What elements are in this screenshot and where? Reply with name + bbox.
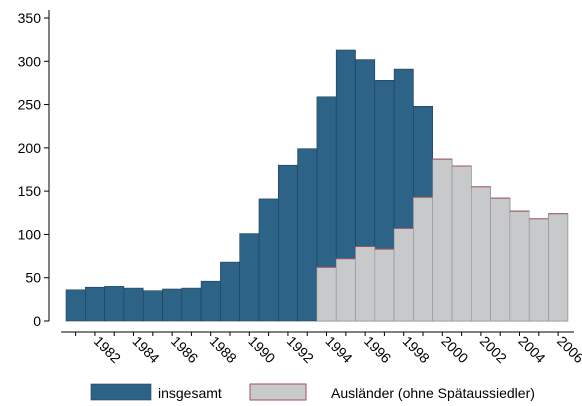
bar-auslaender [490, 197, 511, 322]
bar-insgesamt [162, 288, 183, 322]
y-tick-label: 350 [18, 10, 42, 26]
x-tick-label: 2004 [515, 333, 548, 366]
bar-insgesamt [200, 280, 221, 322]
bar-auslaender [374, 248, 395, 322]
x-tick-label: 1986 [168, 333, 201, 366]
y-tick-label: 100 [18, 226, 42, 242]
x-tick-label: 2000 [438, 333, 471, 366]
bar-auslaender [335, 258, 356, 322]
bar-insgesamt [297, 148, 318, 322]
bar-auslaender [413, 196, 433, 322]
bar-auslaender [355, 246, 376, 322]
y-tick-label: 0 [33, 313, 41, 329]
x-tick-label: 1998 [400, 333, 433, 366]
y-tick-label: 200 [18, 140, 42, 156]
x-tick-label: 1992 [284, 333, 317, 366]
bar-insgesamt [239, 233, 260, 322]
bar-insgesamt [123, 287, 144, 322]
bar-insgesamt [104, 286, 125, 322]
bar-insgesamt [277, 164, 298, 322]
x-tick-label: 1982 [91, 333, 124, 366]
x-tick-label: 2006 [554, 333, 582, 366]
bar-auslaender [451, 165, 472, 322]
legend-label-insgesamt: insgesamt [158, 385, 222, 401]
x-tick-label: 1990 [245, 333, 278, 366]
legend-swatch-auslaender [249, 383, 307, 401]
bar-auslaender [393, 228, 414, 322]
bar-auslaender [432, 158, 453, 322]
bar-auslaender [509, 210, 530, 322]
bar-auslaender [548, 213, 569, 322]
series-auslaender-bars [316, 158, 569, 322]
legend-label-auslaender: Ausländer (ohne Spätaussiedler) [331, 385, 535, 401]
bar-insgesamt [220, 261, 240, 322]
bar-insgesamt [181, 287, 202, 322]
x-tick-label: 1996 [361, 333, 394, 366]
bar-insgesamt [85, 286, 105, 322]
bar-insgesamt [142, 290, 163, 322]
legend: insgesamt Ausländer (ohne Spätaussiedler) [90, 383, 535, 401]
y-tick-label: 250 [18, 97, 42, 113]
x-tick-label: 1988 [207, 333, 240, 366]
x-tick-label: 2002 [477, 333, 510, 366]
bar-insgesamt [258, 198, 279, 322]
y-tick-label: 50 [25, 270, 41, 286]
legend-swatch-insgesamt [90, 383, 152, 401]
bar-auslaender [470, 186, 491, 322]
bar-insgesamt [65, 289, 86, 322]
bar-auslaender [528, 218, 549, 322]
y-tick-label: 150 [18, 183, 42, 199]
y-tick-label: 300 [18, 53, 42, 69]
x-tick-label: 1984 [129, 333, 162, 366]
x-tick-label: 1994 [322, 333, 355, 366]
bar-auslaender [316, 266, 337, 322]
